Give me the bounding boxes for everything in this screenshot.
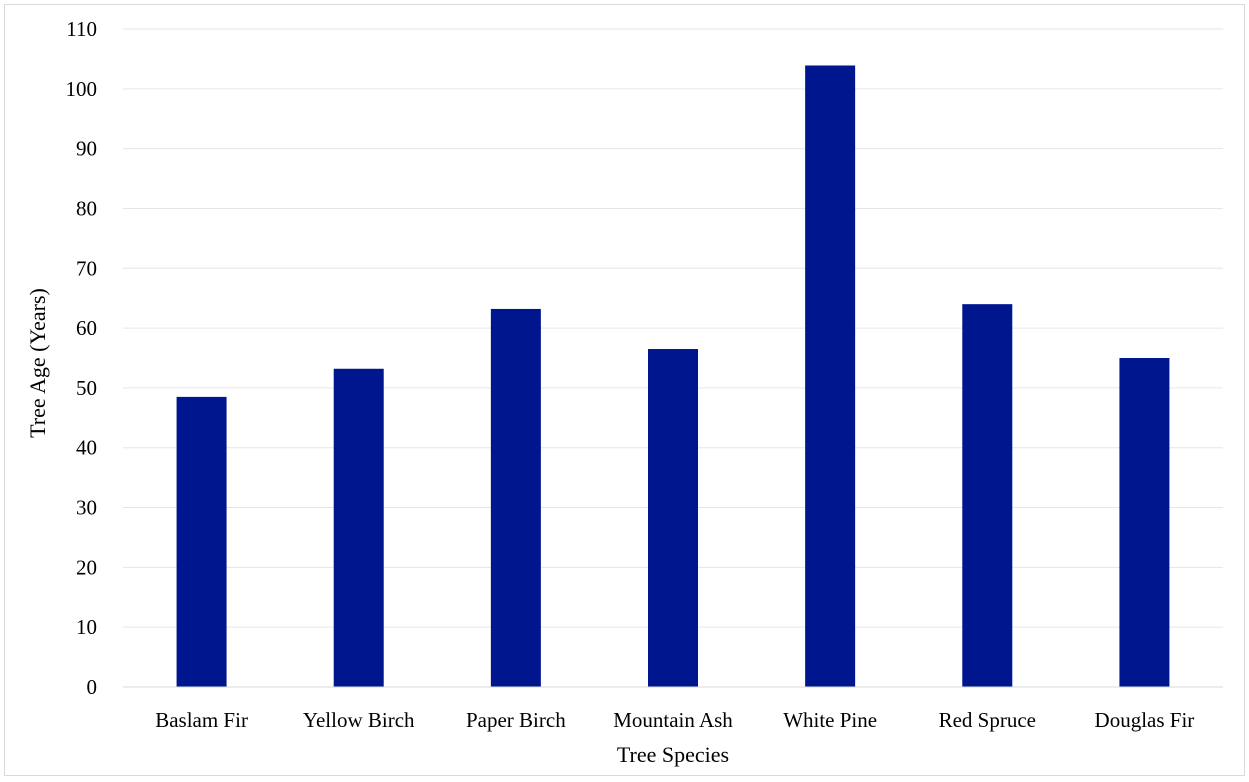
y-tick-label: 40 bbox=[76, 436, 97, 460]
bar-white-pine bbox=[805, 65, 856, 688]
y-tick-label: 60 bbox=[76, 316, 97, 340]
x-tick-labels: Baslam Fir Yellow Birch Paper Birch Mountai… bbox=[155, 708, 1194, 732]
x-axis-title: Tree Species bbox=[617, 742, 729, 767]
bar-red-spruce bbox=[962, 304, 1013, 687]
y-tick-label: 20 bbox=[76, 555, 97, 579]
y-tick-label: 0 bbox=[87, 675, 98, 699]
y-tick-label: 90 bbox=[76, 137, 97, 161]
y-tick-label: 100 bbox=[66, 77, 98, 101]
y-tick-label: 50 bbox=[76, 376, 97, 400]
y-tick-label: 30 bbox=[76, 496, 97, 520]
y-tick-label: 110 bbox=[66, 17, 97, 41]
y-tick-label: 70 bbox=[76, 256, 97, 280]
bar-douglas-fir bbox=[1119, 358, 1170, 687]
x-tick-label: Douglas Fir bbox=[1095, 708, 1195, 732]
y-tick-labels: 0 10 20 30 40 50 60 70 80 90 100 110 bbox=[66, 17, 98, 699]
y-tick-label: 80 bbox=[76, 196, 97, 220]
x-tick-label: Mountain Ash bbox=[613, 708, 733, 732]
x-tick-label: Red Spruce bbox=[939, 708, 1036, 732]
y-axis-title: Tree Age (Years) bbox=[25, 288, 50, 438]
x-tick-label: White Pine bbox=[783, 708, 877, 732]
x-tick-label: Baslam Fir bbox=[155, 708, 248, 732]
bar-baslam-fir bbox=[176, 396, 227, 687]
bar-paper-birch bbox=[490, 308, 541, 687]
x-tick-label: Paper Birch bbox=[466, 708, 566, 732]
bar-yellow-birch bbox=[333, 368, 384, 687]
bar-chart: 0 10 20 30 40 50 60 70 80 90 100 110 Baslam Fir Yell… bbox=[25, 17, 1223, 767]
bar-mountain-ash bbox=[648, 349, 698, 687]
chart-frame: 0 10 20 30 40 50 60 70 80 90 100 110 Baslam Fir Yell… bbox=[4, 4, 1245, 776]
y-tick-label: 10 bbox=[76, 615, 97, 639]
x-tick-label: Yellow Birch bbox=[303, 708, 415, 732]
bars bbox=[176, 65, 1170, 688]
